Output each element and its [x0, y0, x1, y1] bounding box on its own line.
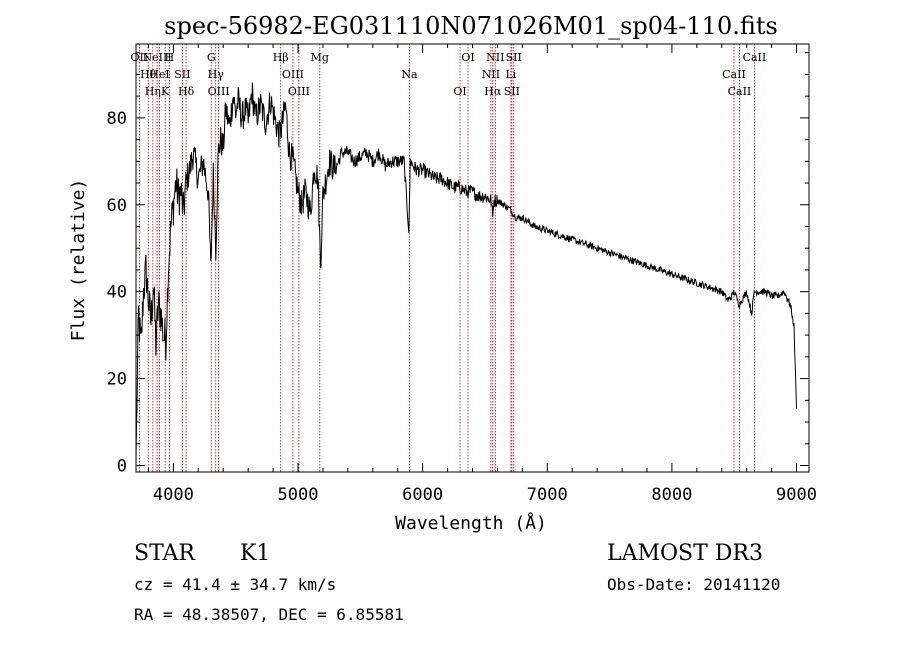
- x-tick-label: 8000: [651, 485, 692, 505]
- line-label: G: [207, 51, 216, 64]
- line-label: OII: [131, 51, 149, 64]
- survey-name: LAMOST DR3: [607, 541, 763, 566]
- object-class: STAR: [134, 541, 196, 566]
- x-axis-label: Wavelength (Å): [395, 512, 547, 534]
- y-tick-label: 60: [107, 196, 127, 216]
- y-tick-label: 20: [107, 370, 127, 390]
- line-label: NII: [486, 51, 504, 64]
- line-label: NII: [482, 68, 500, 81]
- spectrum-line: [135, 82, 797, 462]
- line-label: H: [165, 51, 175, 64]
- x-tick-label: 7000: [527, 485, 568, 505]
- line-label: HeI: [149, 68, 169, 81]
- line-label: Li: [505, 68, 516, 81]
- line-label: OIII: [282, 68, 304, 81]
- line-label: NeIII: [142, 51, 171, 64]
- x-tick-label: 4000: [153, 485, 194, 505]
- line-label: CaII: [728, 85, 752, 98]
- line-label: OIII: [208, 85, 230, 98]
- line-label: Hα: [484, 85, 502, 98]
- line-label: Hθ: [140, 68, 157, 81]
- line-label: OI: [461, 51, 474, 64]
- observation-date: Obs-Date: 20141120: [607, 575, 780, 594]
- y-tick-label: 40: [107, 283, 127, 303]
- y-axis: 0 20 40 60 80: [107, 52, 809, 476]
- line-label: Hη: [145, 85, 161, 98]
- x-axis: 4000 5000 6000 7000 8000 9000: [147, 44, 817, 505]
- redshift-velocity: cz = 41.4 ± 34.7 km/s: [134, 575, 336, 594]
- y-axis-label: Flux (relative): [68, 179, 89, 342]
- line-label: CaII: [722, 68, 746, 81]
- line-label: OI: [453, 85, 466, 98]
- line-label: SII: [506, 51, 522, 64]
- line-label: Na: [401, 68, 418, 81]
- line-label: SII: [504, 85, 520, 98]
- y-tick-label: 80: [107, 109, 127, 129]
- line-annotation-labels: OII Hθ Hη NeIII HeI K H SII Hδ G Hγ OIII Hβ OIII OIII M…: [131, 51, 767, 98]
- chart-title: spec-56982-EG031110N071026M01_sp04-110.f…: [164, 12, 778, 40]
- line-label: OIII: [288, 85, 310, 98]
- x-tick-label: 9000: [776, 485, 817, 505]
- line-label: Hβ: [273, 51, 289, 64]
- line-label: CaII: [743, 51, 767, 64]
- y-tick-label: 0: [117, 456, 127, 476]
- coordinates: RA = 48.38507, DEC = 6.85581: [134, 605, 404, 624]
- line-label: Mg: [311, 51, 329, 64]
- line-label: Hδ: [178, 85, 195, 98]
- line-label: K: [161, 85, 170, 98]
- x-tick-label: 5000: [278, 485, 319, 505]
- object-subclass: K1: [240, 541, 270, 566]
- line-label: Hγ: [208, 68, 225, 81]
- line-label: SII: [174, 68, 190, 81]
- x-tick-label: 6000: [402, 485, 443, 505]
